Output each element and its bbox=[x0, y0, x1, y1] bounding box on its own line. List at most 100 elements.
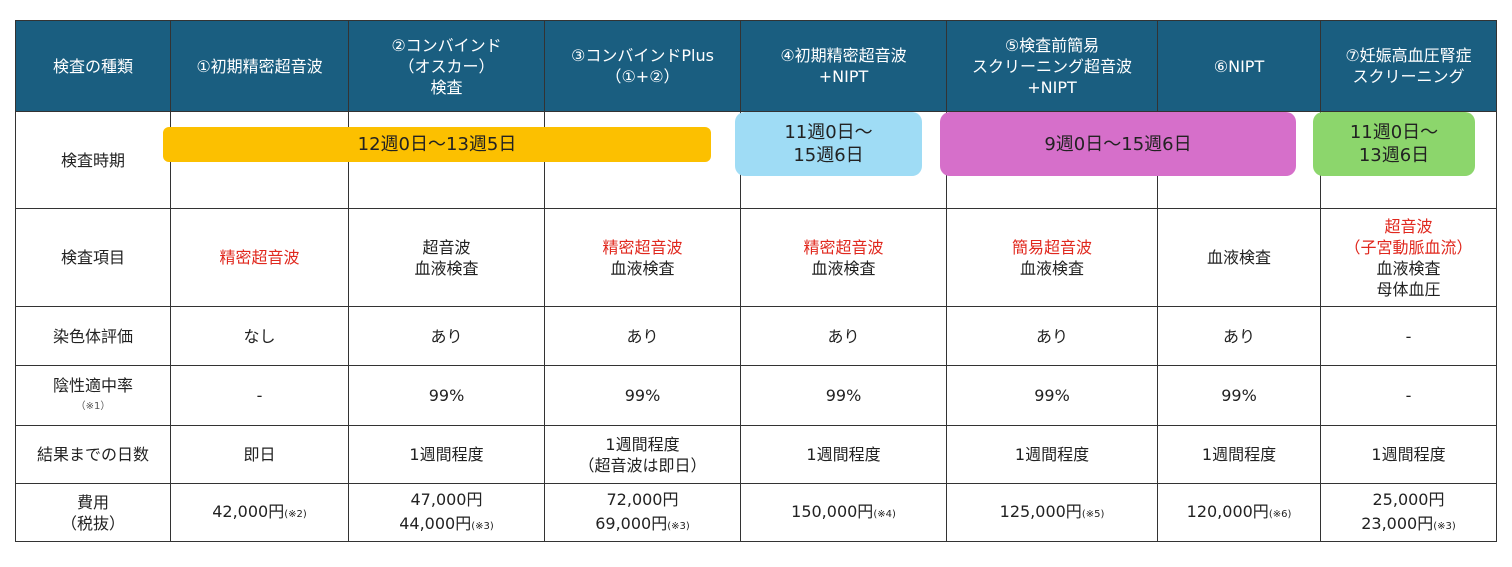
item-text: 精密超音波 bbox=[219, 248, 300, 267]
item-text: 精密超音波 bbox=[602, 237, 683, 257]
chromosome-cell: あり bbox=[740, 306, 947, 366]
days-cell: 1週間程度 （超音波は即日） bbox=[544, 425, 741, 484]
cost-cell: 47,000円 44,000円(※3) bbox=[348, 483, 545, 542]
row-label-note: （※1） bbox=[75, 400, 111, 412]
row-label: 検査項目 bbox=[15, 208, 171, 307]
days-cell: 1週間程度 bbox=[1157, 425, 1321, 484]
cost-amount: 42,000円 bbox=[212, 501, 285, 521]
cost-line: 120,000円(※6) bbox=[1158, 501, 1320, 525]
cost-cell: 150,000円(※4) bbox=[740, 483, 947, 542]
item-text: 母体血圧 bbox=[1376, 279, 1441, 299]
cost-row: 費用 （税抜） 42,000円(※2) 47,000円 44,000円(※3) 72,0… bbox=[15, 483, 1497, 542]
row-label: 染色体評価 bbox=[15, 306, 171, 366]
chromosome-cell: - bbox=[1320, 306, 1497, 366]
timing-period-bar: 9週0日〜15週6日 bbox=[940, 112, 1296, 176]
cost-line: 69,000円(※3) bbox=[545, 513, 740, 537]
days-cell: 1週間程度 bbox=[740, 425, 947, 484]
cost-line: 125,000円(※5) bbox=[947, 501, 1157, 525]
header-cell: ③コンバインドPlus （①+②） bbox=[544, 20, 741, 112]
header-cell: 検査の種類 bbox=[15, 20, 171, 112]
cost-note: (※5) bbox=[1081, 508, 1105, 520]
item-text: 血液検査 bbox=[1019, 258, 1084, 278]
cost-amount: 69,000円 bbox=[595, 513, 668, 533]
accuracy-cell: 99% bbox=[1157, 365, 1321, 426]
chromosome-cell: あり bbox=[1157, 306, 1321, 366]
cost-line: 47,000円 bbox=[349, 489, 544, 513]
item-text: 血液検査 bbox=[811, 258, 876, 278]
chromosome-cell: あり bbox=[348, 306, 545, 366]
cost-amount: 120,000円 bbox=[1186, 501, 1269, 521]
header-row: 検査の種類 ①初期精密超音波 ②コンバインド （オスカー） 検査 ③コンバインドPlu… bbox=[15, 20, 1497, 112]
cost-amount: 150,000円 bbox=[791, 501, 874, 521]
items-cell: 精密超音波 血液検査 bbox=[544, 208, 741, 307]
cost-note: (※2) bbox=[284, 508, 307, 520]
item-text: 精密超音波 bbox=[803, 237, 884, 257]
cost-line: 44,000円(※3) bbox=[349, 513, 544, 537]
timing-period-bar: 11週0日〜 15週6日 bbox=[735, 112, 922, 176]
exam-comparison-table-wrap: 検査の種類 ①初期精密超音波 ②コンバインド （オスカー） 検査 ③コンバインドPlu… bbox=[15, 20, 1497, 542]
row-label-text: 検査項目 bbox=[60, 248, 125, 267]
cost-amount: 47,000円 bbox=[410, 489, 483, 509]
accuracy-row: 陰性適中率 （※1） -99% 99% 99% 99% 99% - bbox=[15, 365, 1497, 426]
cost-note: (※3) bbox=[667, 520, 690, 532]
cost-line: 23,000円(※3) bbox=[1321, 513, 1496, 537]
header-cell: ⑤検査前簡易 スクリーニング超音波 +NIPT bbox=[946, 20, 1158, 112]
item-text: 血液検査 bbox=[414, 258, 479, 278]
accuracy-cell: 99% bbox=[740, 365, 947, 426]
item-text: （子宮動脈血流） bbox=[1344, 237, 1473, 257]
cost-note: (※4) bbox=[873, 508, 896, 520]
cost-note: (※6) bbox=[1268, 508, 1292, 520]
cost-cell: 125,000円(※5) bbox=[946, 483, 1158, 542]
chromosome-cell: あり bbox=[544, 306, 741, 366]
cost-cell: 42,000円(※2) bbox=[170, 483, 349, 542]
exam-comparison-table: 検査の種類 ①初期精密超音波 ②コンバインド （オスカー） 検査 ③コンバインドPlu… bbox=[15, 20, 1497, 542]
item-text: 超音波 bbox=[1384, 216, 1433, 236]
row-label-text: 陰性適中率 bbox=[52, 375, 133, 395]
row-label: 検査時期 bbox=[15, 111, 171, 209]
accuracy-cell: 99% bbox=[544, 365, 741, 426]
cost-line: 25,000円 bbox=[1321, 489, 1496, 513]
timing-period-bar: 12週0日〜13週5日 bbox=[163, 127, 711, 162]
items-cell: 精密超音波 血液検査 bbox=[740, 208, 947, 307]
cost-amount: 44,000円 bbox=[399, 513, 472, 533]
days-row: 結果までの日数 即日 1週間程度 1週間程度 （超音波は即日） 1週間程度 1週間程度 1週… bbox=[15, 425, 1497, 484]
timing-period-bar: 11週0日〜 13週6日 bbox=[1313, 112, 1475, 176]
chromosome-row: 染色体評価 なし あり あり あり あり あり - bbox=[15, 306, 1497, 366]
days-cell: 即日 bbox=[170, 425, 349, 484]
header-cell: ④初期精密超音波 +NIPT bbox=[740, 20, 947, 112]
item-text: 血液検査 bbox=[1376, 258, 1441, 278]
header-cell: ①初期精密超音波 bbox=[170, 20, 349, 112]
cost-cell: 72,000円 69,000円(※3) bbox=[544, 483, 741, 542]
row-label-text: 結果までの日数 bbox=[36, 445, 149, 464]
row-label: 費用 （税抜） bbox=[15, 483, 171, 542]
cost-cell: 25,000円 23,000円(※3) bbox=[1320, 483, 1497, 542]
row-label: 陰性適中率 （※1） bbox=[15, 365, 171, 426]
header-cell: ⑦妊娠高血圧腎症 スクリーニング bbox=[1320, 20, 1497, 112]
items-cell: 血液検査 bbox=[1157, 208, 1321, 307]
accuracy-cell: - bbox=[170, 365, 349, 426]
cost-line: 150,000円(※4) bbox=[741, 501, 946, 525]
cost-line: 42,000円(※2) bbox=[171, 501, 348, 525]
row-label-text: 染色体評価 bbox=[52, 326, 133, 346]
item-text: 血液検査 bbox=[610, 258, 675, 278]
row-label-text: 検査時期 bbox=[60, 150, 125, 170]
chromosome-cell: なし bbox=[170, 306, 349, 366]
accuracy-cell: - bbox=[1320, 365, 1497, 426]
items-cell: 精密超音波 bbox=[170, 208, 349, 307]
header-cell: ②コンバインド （オスカー） 検査 bbox=[348, 20, 545, 112]
cost-amount: 72,000円 bbox=[606, 489, 679, 509]
cost-amount: 125,000円 bbox=[999, 501, 1082, 521]
header-cell: ⑥NIPT bbox=[1157, 20, 1321, 112]
items-cell: 超音波 血液検査 bbox=[348, 208, 545, 307]
items-cell: 簡易超音波 血液検査 bbox=[946, 208, 1158, 307]
items-cell: 超音波 （子宮動脈血流） 血液検査 母体血圧 bbox=[1320, 208, 1497, 307]
items-row: 検査項目 精密超音波 超音波 血液検査 精密超音波 血液検査 精密超音波 血液検査 簡易超音波血… bbox=[15, 208, 1497, 307]
item-text: 血液検査 bbox=[1206, 248, 1271, 267]
days-cell: 1週間程度 bbox=[348, 425, 545, 484]
cost-amount: 23,000円 bbox=[1361, 513, 1434, 533]
row-label: 結果までの日数 bbox=[15, 425, 171, 484]
row-label-text: 費用 （税抜） bbox=[60, 492, 125, 533]
cost-cell: 120,000円(※6) bbox=[1157, 483, 1321, 542]
accuracy-cell: 99% bbox=[946, 365, 1158, 426]
accuracy-cell: 99% bbox=[348, 365, 545, 426]
